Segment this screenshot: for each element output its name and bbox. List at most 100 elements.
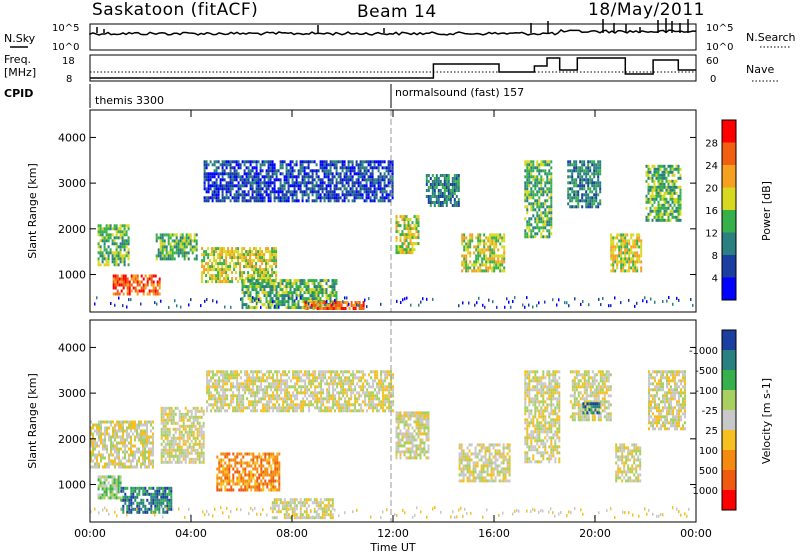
echo-cell — [138, 511, 140, 514]
echo-cell — [338, 196, 340, 199]
echo-cell — [228, 465, 230, 468]
echo-cell — [262, 288, 264, 291]
echo-cell — [256, 178, 258, 181]
echo-cell — [248, 178, 250, 181]
echo-cell — [585, 205, 587, 208]
echo-cell — [130, 502, 132, 505]
echo-cell — [546, 187, 548, 190]
echo-cell — [290, 184, 292, 187]
echo-cell — [246, 285, 248, 288]
echo-cell — [670, 168, 672, 171]
echo-cell — [233, 262, 235, 265]
echo-cell — [114, 493, 116, 496]
echo-cell — [238, 190, 240, 193]
echo-cell — [220, 370, 222, 373]
echo-cell — [444, 195, 446, 198]
echo-cell — [100, 478, 102, 481]
echo-cell — [100, 251, 102, 254]
echo-cell — [214, 382, 216, 385]
echo-cell — [326, 172, 328, 175]
echo-cell — [569, 199, 571, 202]
echo-cell — [438, 180, 440, 183]
echo-cell — [610, 248, 612, 251]
echo-cell — [286, 196, 288, 199]
echo-cell — [330, 294, 332, 297]
echo-cell — [224, 474, 226, 477]
echo-cell — [260, 288, 262, 291]
echo-cell — [593, 202, 595, 205]
echo-cell — [680, 198, 682, 201]
echo-cell — [426, 174, 428, 177]
echo-cell — [501, 263, 503, 266]
echo-cell — [475, 248, 477, 251]
echo-cell — [256, 166, 258, 169]
echo-cell — [248, 477, 250, 480]
echo-cell — [226, 403, 228, 406]
echo-cell — [368, 190, 370, 193]
echo-cell — [268, 483, 270, 486]
echo-cell — [182, 251, 184, 254]
echo-cell — [312, 288, 314, 291]
echo-cell — [234, 406, 236, 409]
echo-cell — [152, 502, 154, 505]
echo-cell — [591, 178, 593, 181]
echo-cell — [150, 421, 152, 424]
echo-cell — [221, 265, 223, 268]
echo-cell — [211, 265, 213, 268]
echo-cell — [240, 465, 242, 468]
echo-cell — [326, 190, 328, 193]
echo-cell — [326, 184, 328, 187]
echo-cell — [284, 291, 286, 294]
echo-cell — [260, 480, 262, 483]
echo-cell — [124, 242, 126, 245]
echo-cell — [102, 236, 104, 239]
echo-cell — [270, 477, 272, 480]
echo-cell — [589, 166, 591, 169]
echo-cell — [163, 410, 165, 413]
echo-cell — [414, 242, 416, 245]
echo-cell — [620, 257, 622, 260]
echo-cell — [262, 181, 264, 184]
echo-cell — [258, 489, 260, 492]
echo-cell — [227, 265, 229, 268]
echo-cell — [117, 290, 119, 293]
echo-cell — [326, 282, 328, 285]
echo-cell — [280, 294, 282, 297]
echo-cell — [356, 193, 358, 196]
echo-cell — [230, 388, 232, 391]
echo-cell — [495, 233, 497, 236]
echo-cell — [118, 496, 120, 499]
echo-cell — [524, 181, 526, 184]
echo-cell — [169, 449, 171, 452]
echo-cell — [260, 193, 262, 196]
echo-cell — [120, 463, 122, 466]
echo-cell — [640, 260, 642, 263]
echo-cell — [182, 233, 184, 236]
echo-cell — [216, 385, 218, 388]
echo-cell — [228, 373, 230, 376]
echo-cell — [236, 480, 238, 483]
echo-cell — [170, 499, 172, 502]
echo-cell — [208, 199, 210, 202]
echo-cell — [221, 247, 223, 250]
echo-cell — [227, 280, 229, 283]
echo-cell — [104, 236, 106, 239]
echo-cell — [316, 163, 318, 166]
echo-cell — [526, 169, 528, 172]
echo-cell — [216, 190, 218, 193]
echo-cell — [330, 181, 332, 184]
echo-cell — [414, 233, 416, 236]
power-y-axis-label: Slant Range [km] — [26, 163, 39, 259]
echo-cell — [384, 160, 386, 163]
echo-cell — [345, 301, 347, 304]
echo-cell — [132, 427, 134, 430]
echo-cell — [670, 165, 672, 168]
echo-cell — [632, 251, 634, 254]
echo-cell — [426, 195, 428, 198]
echo-cell — [177, 455, 179, 458]
echo-cell — [282, 160, 284, 163]
echo-cell — [452, 183, 454, 186]
echo-cell — [646, 207, 648, 210]
echo-cell — [272, 480, 274, 483]
